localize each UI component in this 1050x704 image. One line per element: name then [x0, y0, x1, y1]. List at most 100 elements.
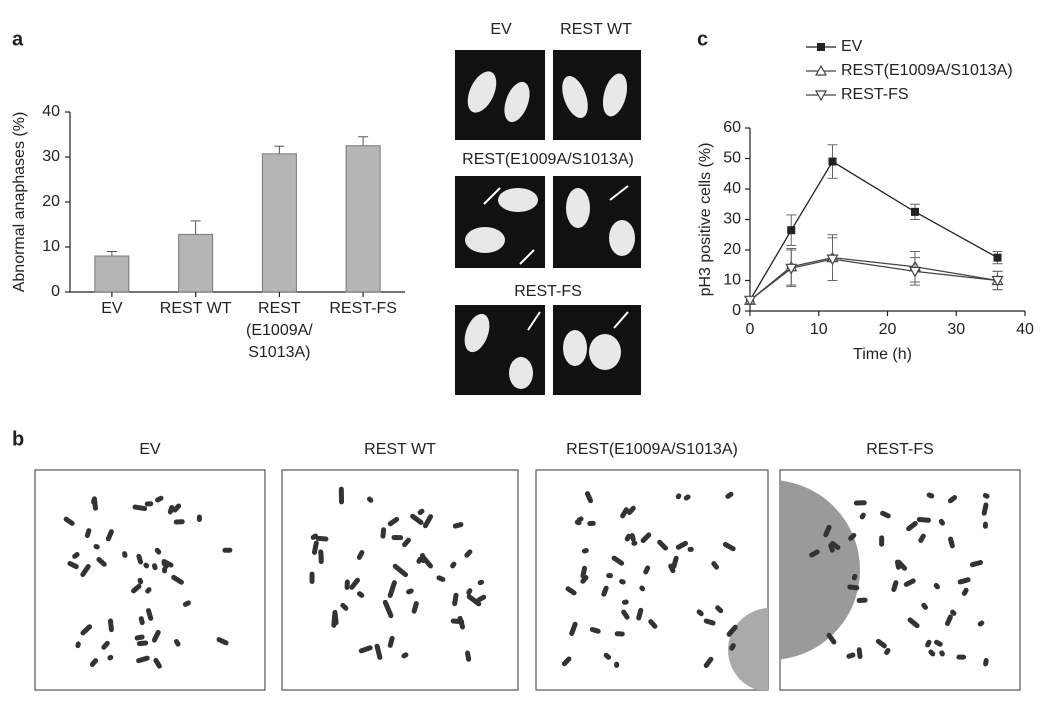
- chromosome: [643, 565, 651, 575]
- chromosome: [580, 565, 588, 579]
- micrograph: [455, 176, 545, 268]
- chromosome: [928, 649, 936, 657]
- chromosome: [172, 503, 182, 513]
- marker: [993, 253, 1002, 262]
- micrograph-column-label: EV: [490, 21, 512, 38]
- chromosome: [696, 609, 704, 617]
- chromosome: [906, 521, 918, 532]
- chromosome: [961, 587, 969, 596]
- chromosome: [173, 519, 185, 525]
- chromosome: [466, 594, 482, 607]
- chromosome: [401, 652, 409, 659]
- chromosome: [155, 495, 164, 503]
- bar: [345, 145, 381, 293]
- chromosome: [921, 602, 929, 610]
- chromosome: [387, 516, 400, 527]
- chromosome: [356, 550, 365, 560]
- chromosome: [89, 658, 99, 667]
- chromosome: [151, 629, 161, 643]
- chromatin-blob: [609, 220, 635, 256]
- micrograph-column-label: REST WT: [560, 21, 632, 38]
- chromosome: [420, 552, 426, 564]
- chromosome: [715, 605, 724, 614]
- chromosome: [944, 614, 953, 626]
- chromosome: [134, 634, 145, 641]
- chromosome: [108, 618, 114, 633]
- chromosome: [848, 532, 857, 541]
- marker: [828, 157, 837, 166]
- chromosome: [657, 539, 669, 551]
- chromosome: [726, 624, 738, 637]
- chromosome: [72, 552, 80, 559]
- chromosome: [161, 559, 174, 568]
- y-tick-label: 40: [723, 180, 741, 197]
- arrow: [519, 249, 535, 265]
- chromosome: [392, 563, 409, 578]
- x-tick-label: 20: [879, 321, 897, 338]
- chromosome: [823, 524, 832, 538]
- chromosome: [452, 592, 459, 607]
- x-tick-label: REST-FS: [329, 300, 397, 317]
- chromosome: [561, 656, 572, 667]
- chromosome: [171, 574, 184, 585]
- chromosome: [884, 647, 891, 656]
- chromosome: [601, 585, 609, 597]
- chromosome: [703, 656, 714, 668]
- arrow: [609, 185, 629, 201]
- chromosome: [137, 577, 144, 585]
- karyotype-label: REST-FS: [866, 441, 934, 458]
- label-line: REST: [258, 300, 301, 317]
- marker: [911, 207, 919, 216]
- arrows: [483, 185, 629, 331]
- chromosome: [957, 577, 971, 585]
- chromosome: [620, 507, 629, 519]
- chromosome: [349, 577, 360, 590]
- chromosome: [668, 563, 676, 574]
- chromosome: [75, 641, 81, 649]
- chromosome: [387, 580, 397, 599]
- chromosome: [132, 504, 148, 512]
- karyotype-label: REST WT: [364, 441, 436, 458]
- chromosome: [977, 620, 985, 627]
- chromosome: [894, 559, 901, 570]
- chromosome: [332, 610, 339, 626]
- panel-label: c: [697, 28, 708, 50]
- y-tick-label: 40: [42, 103, 60, 120]
- karyotype-image: [34, 469, 266, 691]
- legend-label: EV: [841, 38, 863, 55]
- chromosome: [153, 657, 162, 669]
- x-tick-label: EV: [101, 300, 123, 317]
- arrow: [483, 187, 501, 205]
- chromatin-blob: [504, 81, 530, 123]
- y-tick-label: 50: [723, 150, 741, 167]
- x-tick-label: 10: [810, 321, 828, 338]
- chromatin-blob: [562, 75, 588, 119]
- chromosome: [956, 654, 967, 660]
- x-tick-label: 40: [1016, 321, 1034, 338]
- micrograph-row-label: REST-FS: [514, 283, 582, 300]
- chromosome: [565, 586, 577, 596]
- chromosome: [982, 492, 990, 499]
- chromosome: [358, 645, 373, 654]
- chromosome: [846, 652, 856, 659]
- karyotype-label: REST(E1009A/S1013A): [566, 441, 738, 458]
- chromosome: [101, 640, 110, 650]
- legend-label: REST(E1009A/S1013A): [841, 62, 1013, 79]
- chromosome: [457, 615, 466, 630]
- chromosome: [938, 518, 946, 526]
- y-tick-label: 10: [42, 238, 60, 255]
- chromosome: [382, 599, 394, 619]
- legend-marker: [817, 43, 825, 51]
- chromosome: [614, 661, 620, 668]
- chromosome: [93, 543, 100, 550]
- chromosome: [640, 532, 652, 544]
- chromosome: [145, 587, 152, 594]
- chromosome: [581, 548, 589, 554]
- chromosome: [311, 540, 319, 555]
- chromosome: [216, 637, 229, 646]
- chromosome: [122, 551, 128, 558]
- chromosome: [476, 594, 487, 603]
- chromosome: [105, 529, 114, 542]
- chromosome: [856, 597, 868, 603]
